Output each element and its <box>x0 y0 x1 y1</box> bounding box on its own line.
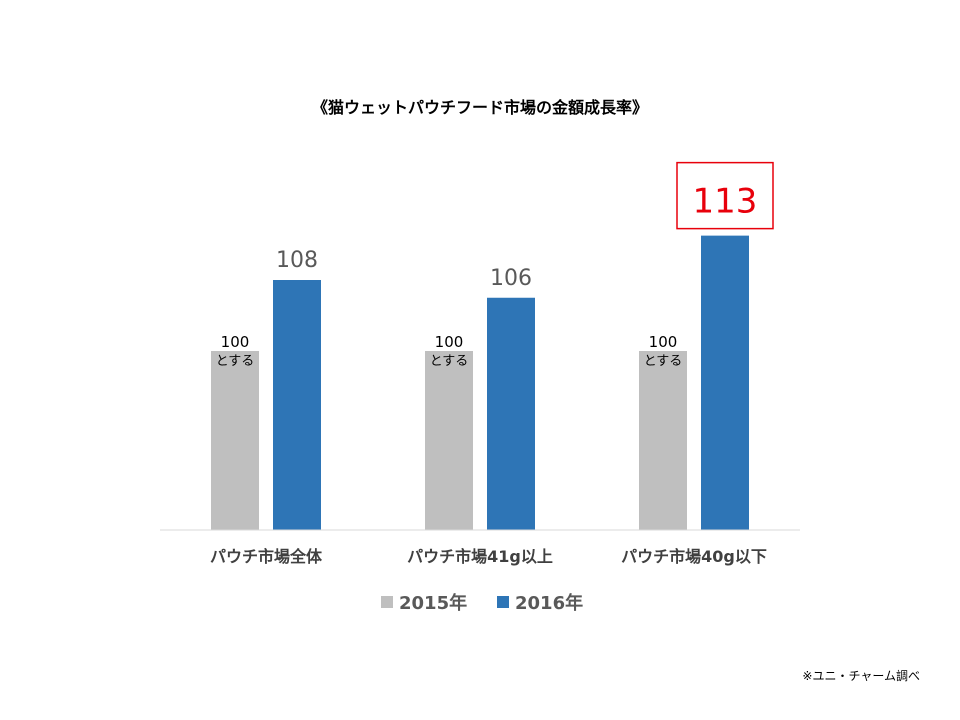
value-label-2016-1: 106 <box>490 266 532 291</box>
category-label-1: パウチ市場41g以上 <box>407 547 553 566</box>
value-label-2015-2: 100 <box>649 333 678 351</box>
value-note-2015-1: とする <box>430 354 469 369</box>
legend-label-1: 2016年 <box>515 592 583 614</box>
value-note-2015-2: とする <box>644 354 683 369</box>
bar-2016-2 <box>701 235 749 530</box>
legend-label-0: 2015年 <box>399 592 467 614</box>
legend-swatch-1 <box>497 596 509 608</box>
bar-2015-0 <box>211 351 259 530</box>
highlight-box <box>676 161 774 230</box>
bars-group <box>211 235 749 530</box>
labels-group: 100 とする 108 100 とする 106 100 とする 113 <box>216 161 774 369</box>
bar-2015-1 <box>425 351 473 530</box>
value-label-2015-1: 100 <box>435 333 464 351</box>
category-labels-group: パウチ市場全体 パウチ市場41g以上 パウチ市場40g以下 <box>210 547 767 566</box>
value-label-2015-0: 100 <box>221 333 250 351</box>
value-note-2015-0: とする <box>216 354 255 369</box>
bar-2016-1 <box>487 297 535 530</box>
value-label-2016-2: 113 <box>693 182 758 222</box>
value-label-2016-0: 108 <box>276 248 318 273</box>
bar-2015-2 <box>639 351 687 530</box>
chart-title: 《猫ウェットパウチフード市場の金額成長率》 <box>311 98 648 117</box>
category-label-2: パウチ市場40g以下 <box>621 547 767 566</box>
legend-swatch-0 <box>381 596 393 608</box>
category-label-0: パウチ市場全体 <box>210 547 323 566</box>
bar-2016-0 <box>273 280 321 530</box>
source-note: ※ユニ・チャーム調べ <box>802 669 920 683</box>
legend: 2015年 2016年 <box>381 592 583 614</box>
